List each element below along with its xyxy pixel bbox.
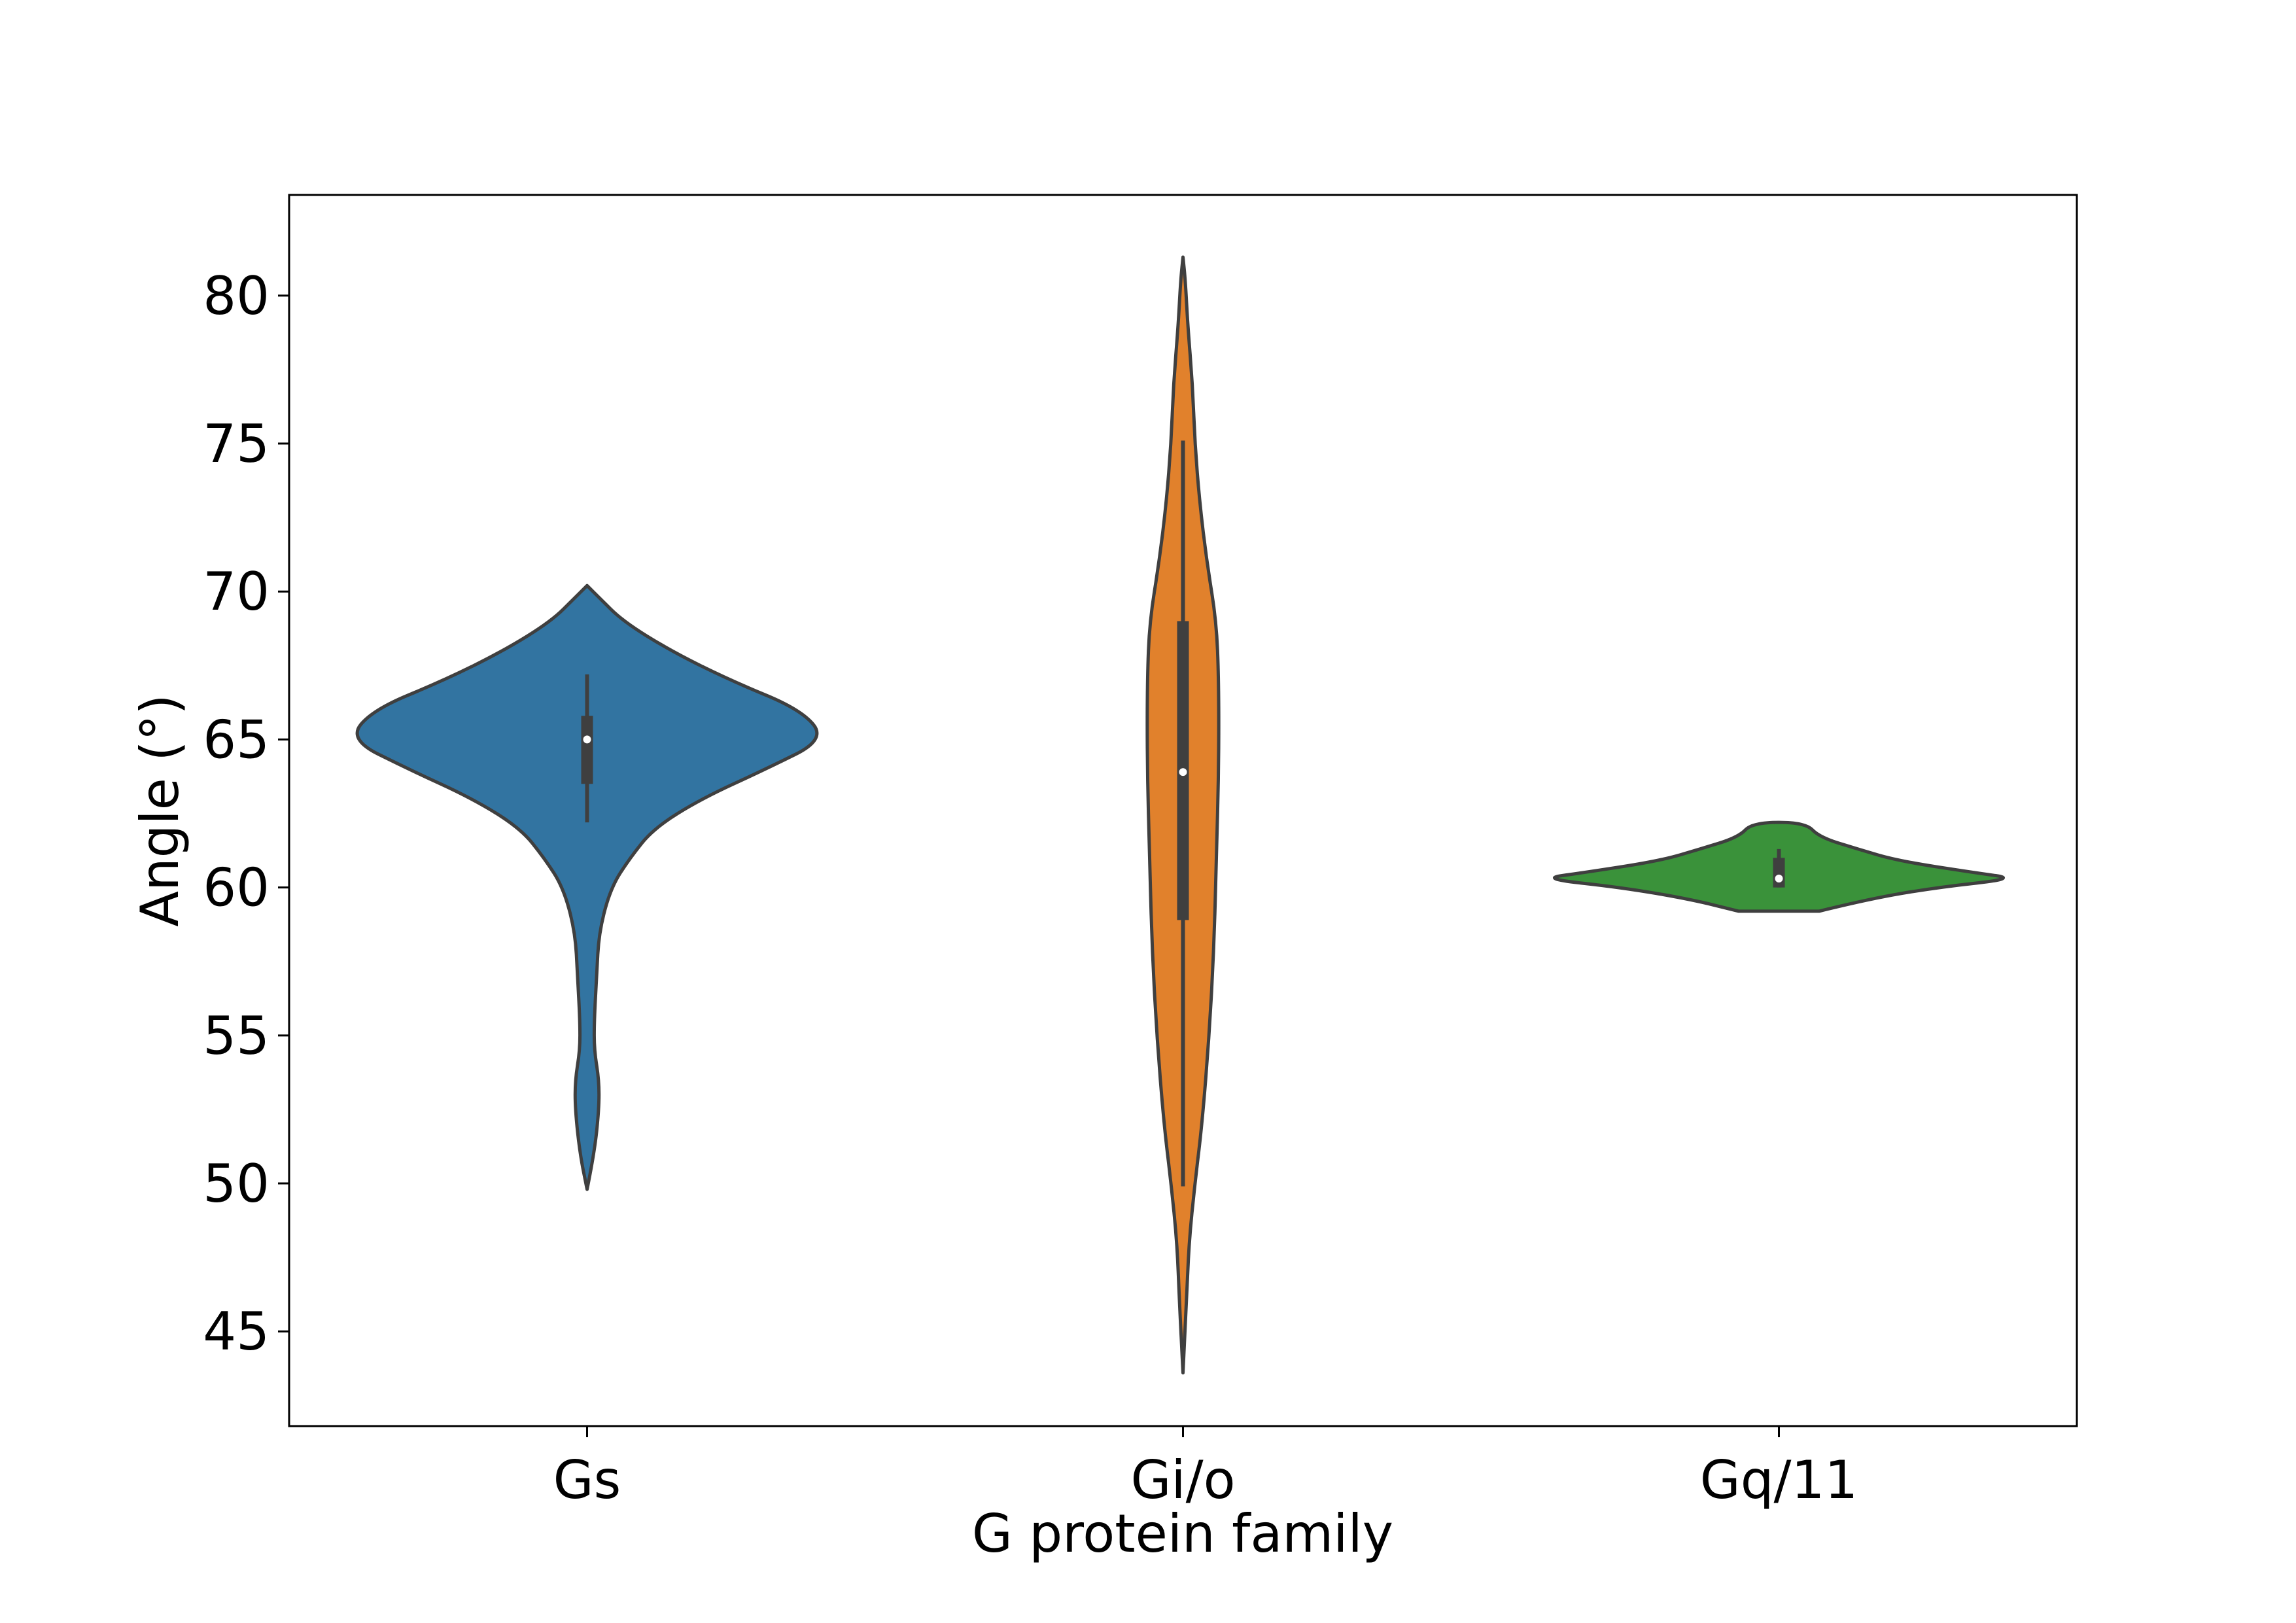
x-tick-label: Gs	[553, 1450, 621, 1510]
x-tick-label: Gi/o	[1130, 1450, 1235, 1510]
y-axis-title: Angle (°)	[130, 694, 190, 927]
violin-iqr-box	[581, 716, 593, 784]
y-tick-label: 55	[203, 1005, 270, 1066]
y-tick-label: 80	[203, 266, 270, 326]
x-axis-title: G protein family	[972, 1503, 1393, 1564]
y-tick-label: 50	[203, 1153, 270, 1214]
y-tick-label: 60	[203, 858, 270, 918]
violin-layer	[355, 255, 2005, 1375]
y-tick-label: 45	[203, 1301, 270, 1362]
violin-median-dot	[583, 735, 591, 744]
y-tick-label: 75	[203, 413, 270, 474]
y-axis: 45 50 55 60 65 70 75 80	[203, 266, 289, 1362]
violin-median-dot	[1179, 768, 1187, 777]
violin-median-dot	[1775, 875, 1783, 883]
y-tick-label: 65	[203, 709, 270, 770]
violin-iqr-box	[1773, 858, 1785, 888]
x-tick-label: Gq/11	[1700, 1450, 1858, 1510]
y-tick-label: 70	[203, 561, 270, 622]
x-axis: Gs Gi/o Gq/11	[553, 1426, 1858, 1510]
violin-body	[355, 584, 819, 1191]
